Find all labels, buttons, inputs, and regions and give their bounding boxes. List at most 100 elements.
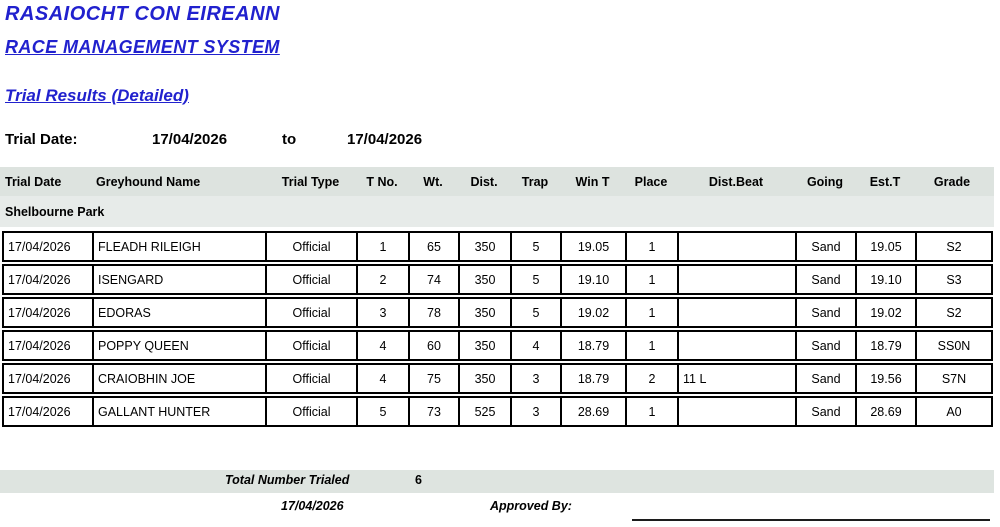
report-title: Trial Results (Detailed) <box>5 86 189 105</box>
table-cell-dist: 350 <box>460 266 512 293</box>
table-cell-trap: 5 <box>512 299 562 326</box>
table-row: 17/04/2026 GALLANT HUNTER Official 5 73 525 3 2… <box>2 396 993 427</box>
table-cell-dist-beat <box>679 266 797 293</box>
table-row: 17/04/2026 ISENGARD Official 2 74 350 5 19.10 1 S… <box>2 264 993 295</box>
column-header-est-t: Est.T <box>869 174 901 189</box>
table-cell-win-t: 28.69 <box>562 398 627 425</box>
table-cell-dist: 350 <box>460 233 512 260</box>
total-trialed-label: Total Number Trialed <box>225 473 350 487</box>
table-row: 17/04/2026 EDORAS Official 3 78 350 5 19.02 1 San… <box>2 297 993 328</box>
table-cell-trial-type: Official <box>267 233 358 260</box>
trial-date-to: 17/04/2026 <box>347 131 423 148</box>
table-cell-trial-type: Official <box>267 266 358 293</box>
table-cell-grade: A0 <box>946 404 962 419</box>
table-cell-trial-date: 17/04/2026 <box>4 266 94 293</box>
table-cell-trial-type: Official <box>267 365 358 392</box>
table-cell-trap: 3 <box>512 398 562 425</box>
table-cell-grade: S3 <box>946 272 962 287</box>
total-trialed-value: 6 <box>415 473 422 487</box>
column-header-dist: Dist. <box>470 174 498 189</box>
table-cell-wt: 73 <box>410 398 460 425</box>
trial-date-filter: Trial Date: 17/04/2026 to 17/04/2026 <box>0 131 1000 151</box>
table-cell-t-no: 4 <box>358 365 410 392</box>
table-cell-t-no: 5 <box>358 398 410 425</box>
table-cell-place: 1 <box>627 266 679 293</box>
table-cell-trap: 5 <box>512 266 562 293</box>
table-cell-dist: 350 <box>460 332 512 359</box>
table-cell-dist-beat <box>679 398 797 425</box>
table-cell-going: Sand <box>797 398 857 425</box>
table-cell-grade: SS0N <box>937 338 971 353</box>
table-cell-trial-date: 17/04/2026 <box>4 365 94 392</box>
column-header-going: Going <box>806 174 844 189</box>
table-row: 17/04/2026 POPPY QUEEN Official 4 60 350 4 18.7… <box>2 330 993 361</box>
table-cell-est-t: 28.69 <box>857 398 917 425</box>
table-cell-est-t: 19.02 <box>857 299 917 326</box>
table-cell-greyhound-name: GALLANT HUNTER <box>94 398 267 425</box>
table-cell-grade: S2 <box>946 239 962 254</box>
table-cell-t-no: 1 <box>358 233 410 260</box>
column-header-win-t: Win T <box>575 174 610 189</box>
trial-date-from: 17/04/2026 <box>152 131 228 148</box>
table-cell-grade: S7N <box>941 371 967 386</box>
table-cell-win-t: 19.05 <box>562 233 627 260</box>
table-cell-wt: 75 <box>410 365 460 392</box>
column-header-t-no: T No. <box>366 174 398 189</box>
table-body: 17/04/2026 FLEADH RILEIGH Official 1 65 350 5 1… <box>2 231 993 429</box>
table-row: 17/04/2026 FLEADH RILEIGH Official 1 65 350 5 1… <box>2 231 993 262</box>
table-cell-grade: S2 <box>946 305 962 320</box>
table-cell-est-t: 18.79 <box>857 332 917 359</box>
table-cell-place: 1 <box>627 398 679 425</box>
table-cell-win-t: 18.79 <box>562 332 627 359</box>
table-cell-wt: 78 <box>410 299 460 326</box>
table-cell-trial-type: Official <box>267 299 358 326</box>
table-cell-greyhound-name: ISENGARD <box>94 266 267 293</box>
table-cell-trial-date: 17/04/2026 <box>4 332 94 359</box>
table-cell-greyhound-name: EDORAS <box>94 299 267 326</box>
track-group-row: Shelbourne Park <box>0 196 994 227</box>
table-cell-win-t: 19.10 <box>562 266 627 293</box>
table-cell-trap: 3 <box>512 365 562 392</box>
table-cell-going: Sand <box>797 365 857 392</box>
table-cell-dist-beat <box>679 332 797 359</box>
table-cell-est-t: 19.56 <box>857 365 917 392</box>
report-footer-date: 17/04/2026 <box>281 499 344 513</box>
table-cell-greyhound-name: FLEADH RILEIGH <box>94 233 267 260</box>
table-cell-trial-date: 17/04/2026 <box>4 398 94 425</box>
table-cell-trial-date: 17/04/2026 <box>4 299 94 326</box>
table-cell-greyhound-name: CRAIOBHIN JOE <box>94 365 267 392</box>
table-cell-going: Sand <box>797 299 857 326</box>
trial-date-label: Trial Date: <box>5 131 78 148</box>
table-cell-t-no: 4 <box>358 332 410 359</box>
table-cell-win-t: 18.79 <box>562 365 627 392</box>
column-header-trial-type: Trial Type <box>281 174 340 189</box>
table-cell-place: 1 <box>627 299 679 326</box>
table-cell-going: Sand <box>797 266 857 293</box>
table-cell-greyhound-name: POPPY QUEEN <box>94 332 267 359</box>
column-header-place: Place <box>634 174 668 189</box>
table-cell-t-no: 2 <box>358 266 410 293</box>
table-cell-wt: 65 <box>410 233 460 260</box>
column-header-greyhound-name: Greyhound Name <box>96 174 201 189</box>
column-header-trial-date: Trial Date <box>5 174 62 189</box>
system-title: RACE MANAGEMENT SYSTEM <box>5 37 280 57</box>
column-header-grade: Grade <box>933 174 971 189</box>
track-group-label: Shelbourne Park <box>5 204 105 219</box>
table-cell-win-t: 19.02 <box>562 299 627 326</box>
totals-band <box>0 470 994 493</box>
table-cell-place: 2 <box>627 365 679 392</box>
table-cell-wt: 74 <box>410 266 460 293</box>
table-cell-trap: 5 <box>512 233 562 260</box>
table-cell-est-t: 19.10 <box>857 266 917 293</box>
table-cell-going: Sand <box>797 233 857 260</box>
table-cell-trial-type: Official <box>267 398 358 425</box>
approved-by-label: Approved By: <box>490 499 572 513</box>
column-header-trap: Trap <box>521 174 549 189</box>
table-cell-dist-beat: 11 L <box>679 365 797 392</box>
table-header-row: Trial Date Greyhound Name Trial Type T No. W… <box>0 167 994 196</box>
table-cell-place: 1 <box>627 233 679 260</box>
table-cell-place: 1 <box>627 332 679 359</box>
column-header-dist-beat: Dist.Beat <box>708 174 764 189</box>
table-cell-trial-date: 17/04/2026 <box>4 233 94 260</box>
